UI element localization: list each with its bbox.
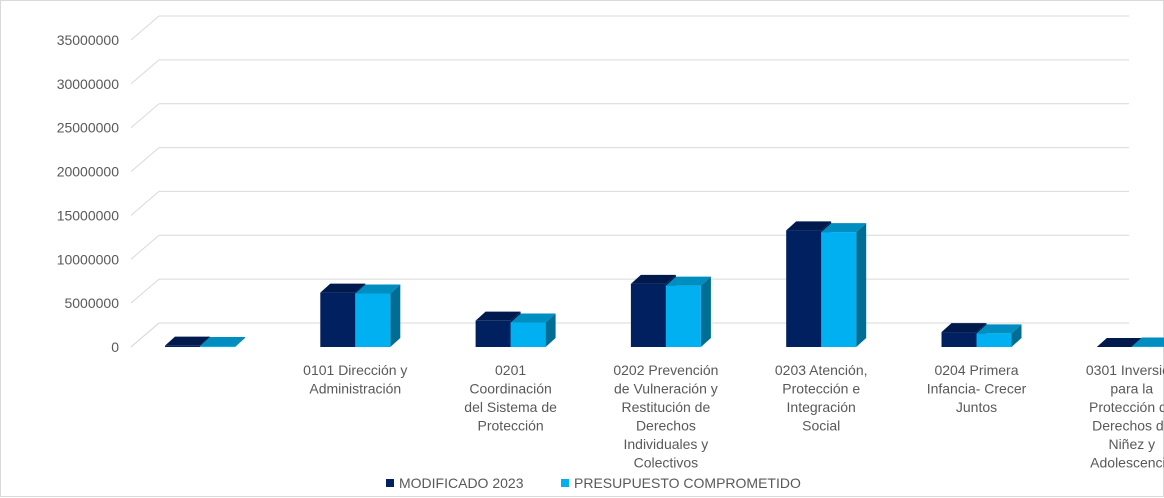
x-category-label: Individuales y: [623, 436, 708, 452]
bar-comprometido-1: [355, 284, 400, 347]
bar-front: [320, 293, 355, 347]
bar-front: [511, 322, 546, 347]
x-category-label: Derechos de: [1092, 418, 1164, 434]
y-tick-label: 35000000: [57, 32, 120, 48]
bar-front: [200, 346, 235, 347]
x-category-label: de Vulneración y: [614, 381, 718, 397]
bar-front: [666, 286, 701, 347]
x-category-label: 0203 Atención,: [775, 362, 868, 378]
bar-side: [701, 277, 711, 347]
bar-front: [476, 321, 511, 347]
x-axis-labels: 0101 Dirección y Administración 0201 Coordi…: [303, 362, 1164, 471]
x-category-label: del Sistema de: [464, 399, 557, 415]
y-tick-label: 25000000: [57, 120, 120, 136]
floor-side-edge: [131, 323, 159, 347]
gridline-side: [131, 279, 159, 303]
y-tick-label: 5000000: [64, 295, 119, 311]
grid-layer: [131, 16, 1129, 347]
x-category-label: Infancia- Crecer: [927, 381, 1027, 397]
x-category-label: Juntos: [956, 399, 997, 415]
x-category-label: Coordinación: [469, 381, 552, 397]
gridline-side: [131, 191, 159, 215]
x-category-label: Administración: [309, 381, 401, 397]
bar-comprometido-5: [977, 324, 1022, 347]
legend-swatch-comprometido: [561, 479, 569, 487]
y-axis-ticks: 0 5000000 10000000 15000000 20000000 25000000…: [57, 32, 120, 355]
x-category-label: Integración: [787, 399, 856, 415]
gridline-side: [131, 104, 159, 128]
x-category-label: Protección: [478, 418, 544, 434]
bars-layer: [165, 60, 1164, 347]
x-category-label: Colectivos: [634, 455, 699, 471]
x-category-label: 0101 Dirección y: [303, 362, 407, 378]
y-tick-label: 15000000: [57, 207, 120, 223]
x-category-label: 0301 Inversión: [1086, 362, 1164, 378]
x-category-label: Social: [802, 418, 840, 434]
y-tick-label: 10000000: [57, 251, 120, 267]
x-category-label: 0202 Prevención: [613, 362, 718, 378]
legend-label-modificado: MODIFICADO 2023: [399, 475, 524, 491]
bar-comprometido-4: [821, 223, 866, 347]
x-category-label: Adolescencia: [1090, 455, 1164, 471]
bar-front: [942, 332, 977, 347]
y-tick-label: 0: [111, 339, 119, 355]
gridline-side: [131, 16, 159, 40]
x-category-label: para la: [1110, 381, 1153, 397]
x-category-label: Restitución de: [622, 399, 711, 415]
bar-front: [977, 333, 1012, 347]
y-tick-label: 30000000: [57, 76, 120, 92]
legend-label-comprometido: PRESUPUESTO COMPROMETIDO: [574, 475, 801, 491]
bar-front: [786, 230, 821, 347]
bar-comprometido-2: [511, 313, 556, 347]
x-category-label: 0204 Primera: [934, 362, 1018, 378]
legend: MODIFICADO 2023 PRESUPUESTO COMPROMETIDO: [386, 475, 801, 491]
y-tick-label: 20000000: [57, 164, 120, 180]
x-category-label: Derechos: [636, 418, 696, 434]
bar-front: [165, 346, 200, 347]
x-category-label: 0201: [495, 362, 526, 378]
bar-side: [856, 223, 866, 347]
gridline-side: [131, 235, 159, 259]
legend-swatch-modificado: [386, 479, 394, 487]
gridline-side: [131, 148, 159, 172]
x-category-label: Niñez y: [1108, 436, 1155, 452]
x-category-label: Protección e: [782, 381, 860, 397]
x-category-label: Protección de: [1089, 399, 1164, 415]
gridline-side: [131, 60, 159, 84]
bar-front: [631, 284, 666, 347]
bar-comprometido-3: [666, 277, 711, 347]
bar-front: [821, 232, 856, 347]
bar-front: [355, 293, 390, 347]
bar-side: [390, 284, 400, 347]
